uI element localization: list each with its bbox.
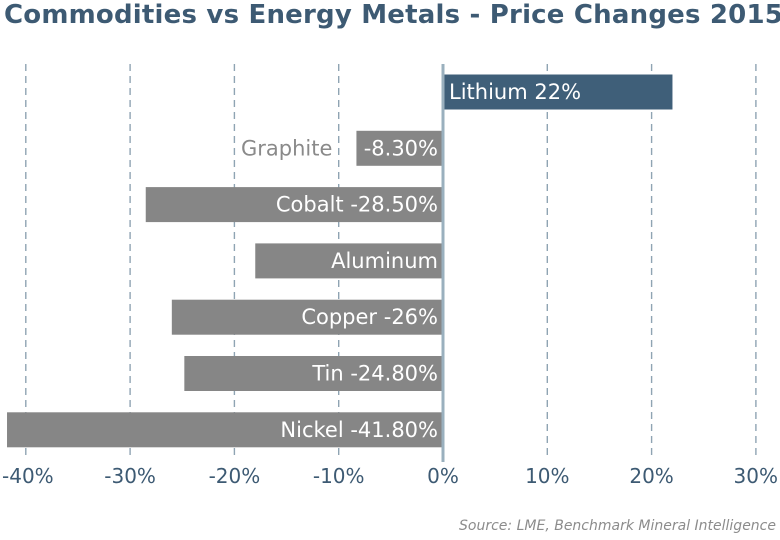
- data-label-lithium: Lithium 22%: [449, 80, 581, 104]
- data-label-copper: Copper -26%: [301, 305, 438, 329]
- bar-cobalt: [145, 187, 443, 223]
- bar-lithium: [443, 74, 673, 110]
- x-tick-label: 10%: [525, 464, 569, 488]
- bar-graphite: [356, 130, 443, 166]
- bar-nickel: [7, 412, 443, 448]
- x-tick-label: -20%: [209, 464, 261, 488]
- data-label-tin: Tin -24.80%: [311, 362, 438, 386]
- category-label-graphite: Graphite: [241, 136, 332, 160]
- x-tick-label: -40%: [2, 464, 54, 488]
- chart-title: Commodities vs Energy Metals - Price Cha…: [4, 0, 780, 30]
- data-label-nickel: Nickel -41.80%: [280, 418, 438, 442]
- bar-tin: [184, 356, 443, 391]
- x-tick-label: -10%: [313, 464, 365, 488]
- x-tick-label: 30%: [734, 464, 778, 488]
- x-tick-label: 0%: [427, 464, 459, 488]
- data-label-cobalt: Cobalt -28.50%: [276, 193, 438, 217]
- chart-source-note: Source: LME, Benchmark Mineral Intellige…: [459, 518, 776, 534]
- bar-aluminum: [255, 243, 443, 279]
- x-tick-label: -30%: [104, 464, 156, 488]
- data-label-aluminum: Aluminum: [331, 249, 438, 273]
- data-label-graphite: -8.30%: [364, 136, 438, 160]
- bar-copper: [171, 299, 443, 335]
- x-tick-label: 20%: [629, 464, 673, 488]
